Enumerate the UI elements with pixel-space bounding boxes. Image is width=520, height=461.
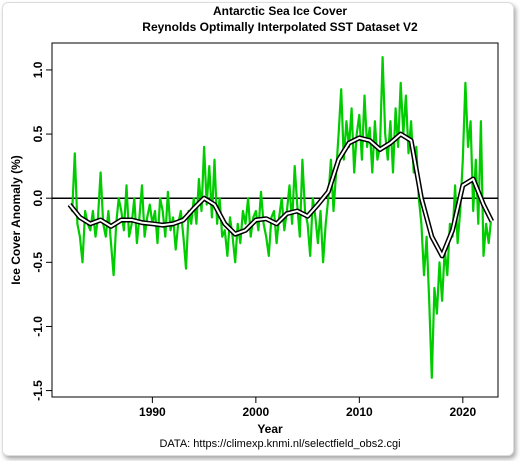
source-note: DATA: https://climexp.knmi.nl/selectfiel…: [159, 438, 400, 450]
chart-subtitle: Reynolds Optimally Interpolated SST Data…: [142, 20, 418, 34]
x-tick-label: 1990: [139, 405, 166, 419]
y-tick-label: 0.0: [31, 190, 45, 207]
series-line: [68, 56, 493, 379]
y-axis-label: Ice Cover Anomaly (%): [9, 155, 23, 285]
x-tick-label: 2000: [243, 405, 270, 419]
chart-title: Antarctic Sea Ice Cover: [213, 4, 347, 18]
x-tick-label: 2020: [449, 405, 476, 419]
plot-frame: [51, 42, 499, 398]
y-tick-label: -0.5: [31, 252, 45, 273]
y-tick-label: -1.5: [31, 380, 45, 401]
smooth-line: [68, 133, 493, 257]
x-axis-label: Year: [257, 422, 283, 436]
smooth-outline: [67, 131, 495, 259]
y-tick-label: -1.0: [31, 316, 45, 337]
x-tick-label: 2010: [346, 405, 373, 419]
y-tick-label: 1.0: [31, 61, 45, 78]
y-tick-label: 0.5: [31, 125, 45, 142]
